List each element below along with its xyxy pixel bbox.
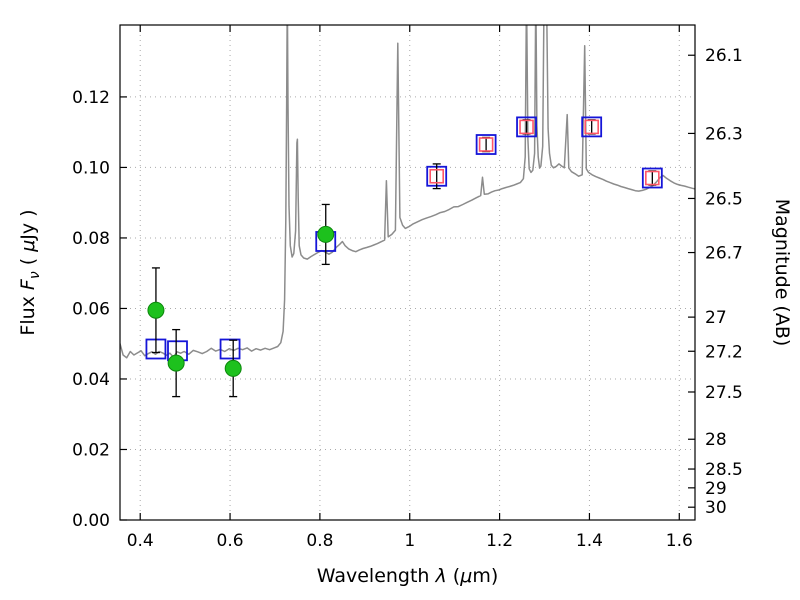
data-point-circle bbox=[147, 301, 165, 319]
model-spectrum bbox=[120, 25, 695, 359]
data-point-square bbox=[475, 134, 497, 155]
data-point-circle bbox=[317, 225, 335, 243]
y-axis-label: Flux Fν ( μJy ) bbox=[17, 209, 43, 335]
svg-text:27: 27 bbox=[705, 308, 727, 328]
data-point-square bbox=[516, 116, 537, 138]
svg-text:0.6: 0.6 bbox=[217, 531, 244, 551]
svg-text:0.04: 0.04 bbox=[72, 370, 110, 390]
svg-text:30: 30 bbox=[705, 498, 727, 518]
data-point-square bbox=[584, 119, 599, 135]
svg-text:26.5: 26.5 bbox=[705, 189, 743, 209]
svg-text:26.1: 26.1 bbox=[705, 46, 743, 66]
svg-text:1: 1 bbox=[404, 531, 415, 551]
y2-axis-label: Magnitude (AB) bbox=[771, 199, 793, 347]
svg-text:0.4: 0.4 bbox=[127, 531, 154, 551]
svg-text:28: 28 bbox=[705, 430, 727, 450]
data-point-circle bbox=[167, 354, 185, 372]
data-point-square bbox=[641, 167, 663, 189]
svg-text:1.6: 1.6 bbox=[666, 531, 693, 551]
data-point-square bbox=[519, 119, 534, 135]
x-axis-label: Wavelength λ (μm) bbox=[317, 565, 498, 587]
data-point-square bbox=[219, 338, 241, 360]
grid-lines bbox=[120, 25, 695, 520]
svg-text:0.12: 0.12 bbox=[72, 88, 110, 108]
svg-text:1.4: 1.4 bbox=[576, 531, 603, 551]
data-point-square bbox=[429, 168, 444, 184]
svg-text:1.2: 1.2 bbox=[486, 531, 513, 551]
svg-text:28.5: 28.5 bbox=[705, 460, 743, 480]
svg-text:0.10: 0.10 bbox=[72, 158, 110, 178]
svg-text:26.3: 26.3 bbox=[705, 124, 743, 144]
svg-text:0.02: 0.02 bbox=[72, 440, 110, 460]
svg-text:29: 29 bbox=[705, 479, 727, 499]
svg-text:0.00: 0.00 bbox=[72, 511, 110, 531]
plot-frame bbox=[119, 24, 696, 521]
svg-text:27.2: 27.2 bbox=[705, 342, 743, 362]
model-photometry-red-squares bbox=[429, 119, 660, 190]
data-point-square bbox=[478, 137, 494, 152]
error-bar bbox=[432, 163, 441, 190]
observed-photometry-circles bbox=[147, 203, 335, 398]
data-point-circle bbox=[224, 359, 242, 377]
tick-labels: 0.4 0.6 0.8 1 1.2 1.4 1.6 0.00 0.02 0.04 0.06 0.08 0… bbox=[72, 46, 743, 551]
svg-text:26.7: 26.7 bbox=[705, 244, 743, 264]
data-point-square bbox=[645, 170, 660, 186]
svg-text:0.8: 0.8 bbox=[306, 531, 333, 551]
svg-text:0.06: 0.06 bbox=[72, 299, 110, 319]
svg-text:0.08: 0.08 bbox=[72, 229, 110, 249]
axis-ticks bbox=[120, 25, 695, 521]
data-point-square bbox=[581, 116, 603, 138]
svg-text:27.5: 27.5 bbox=[705, 383, 743, 403]
